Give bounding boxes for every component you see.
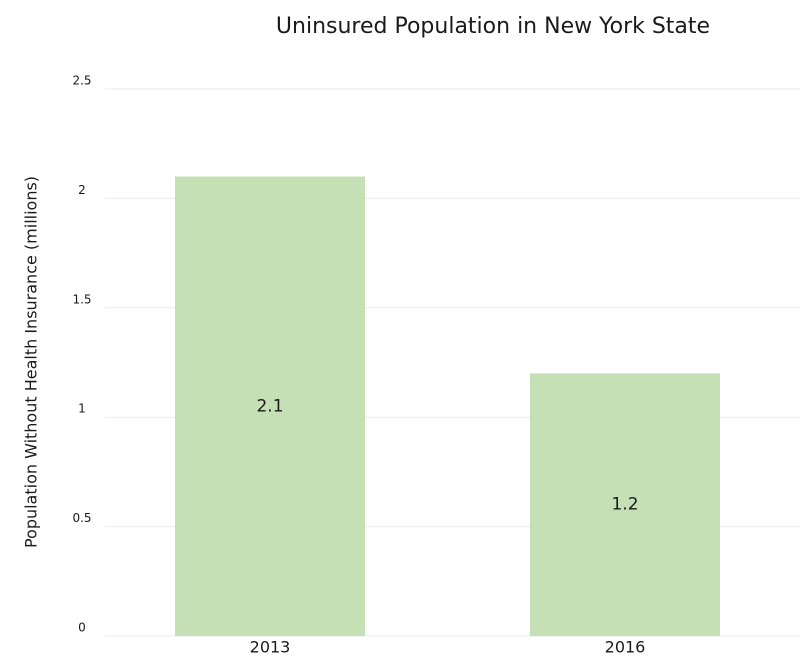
y-axis-label: Population Without Health Insurance (mil…: [22, 176, 41, 548]
chart-title: Uninsured Population in New York State: [276, 14, 710, 39]
bar: [530, 373, 720, 636]
x-tick-label: 2016: [605, 638, 646, 657]
y-tick-label: 1.5: [72, 292, 91, 306]
y-tick-label: 0: [78, 621, 86, 635]
y-tick-label: 0.5: [72, 511, 91, 525]
y-tick-label: 1: [78, 402, 86, 416]
value-label: 1.2: [611, 495, 638, 515]
bar: [175, 176, 365, 636]
value-label: 2.1: [256, 396, 283, 416]
y-tick-label: 2: [78, 183, 86, 197]
y-tick-label: 2.5: [72, 74, 91, 88]
x-tick-label: 2013: [250, 638, 291, 657]
